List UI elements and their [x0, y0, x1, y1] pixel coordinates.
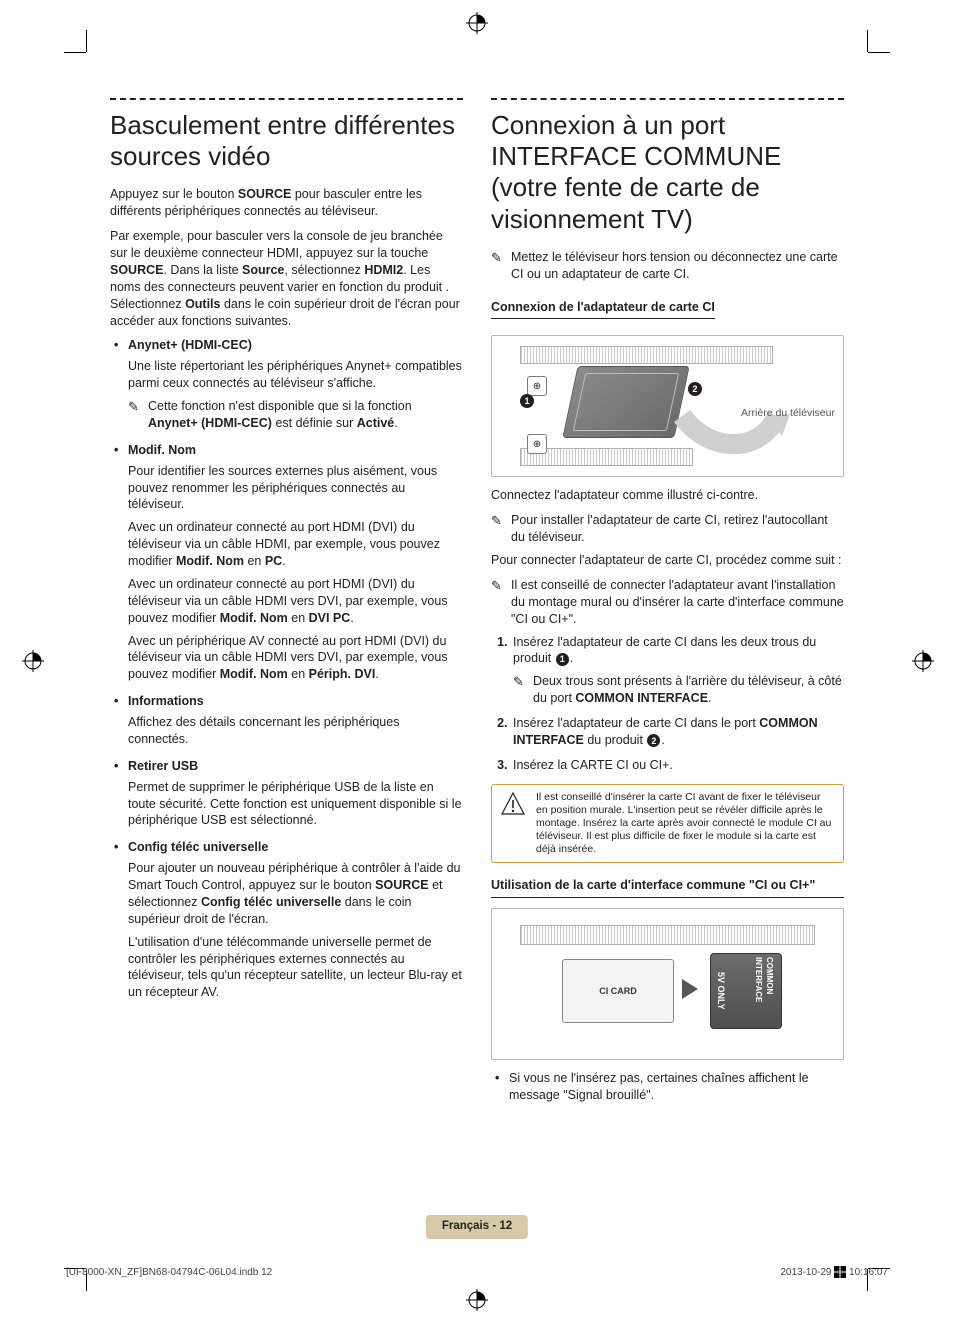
item-title: Retirer USB — [128, 758, 463, 775]
note: Cette fonction n'est disponible que si l… — [128, 398, 463, 432]
body-text: Avec un ordinateur connecté au port HDMI… — [128, 519, 463, 570]
list-item: Modif. Nom Pour identifier les sources e… — [110, 442, 463, 683]
list-item: Informations Affichez des détails concer… — [110, 693, 463, 748]
list-item: Si vous ne l'insérez pas, certaines chaî… — [491, 1070, 844, 1104]
body-text: Une liste répertoriant les périphériques… — [128, 358, 463, 392]
figure-ci-adapter: ⊕ ⊕ 1 2 Arrière du téléviseur — [491, 335, 844, 477]
slot-label-ci: COMMON INTERFACE — [760, 957, 774, 1023]
right-heading: Connexion à un port INTERFACE COMMUNE (v… — [491, 110, 844, 235]
colophon-right: 2013-10-29 10:16:07 — [780, 1266, 888, 1280]
left-heading: Basculement entre différentes sources vi… — [110, 110, 463, 172]
note: Deux trous sont présents à l'arrière du … — [513, 673, 844, 707]
right-column: Connexion à un port INTERFACE COMMUNE (v… — [491, 98, 844, 1114]
content-area: Basculement entre différentes sources vi… — [110, 98, 844, 1114]
body-text: Pour ajouter un nouveau périphérique à c… — [128, 860, 463, 928]
body-text: L'utilisation d'une télécommande univers… — [128, 934, 463, 1002]
body-text: Avec un ordinateur connecté au port HDMI… — [128, 576, 463, 627]
ci-card-graphic — [562, 366, 689, 438]
crop-mark — [64, 52, 86, 53]
note: Mettez le téléviseur hors tension ou déc… — [491, 249, 844, 283]
list-item: Insérez la CARTE CI ou CI+. — [511, 757, 844, 774]
page: Basculement entre différentes sources vi… — [0, 0, 954, 1321]
left-column: Basculement entre différentes sources vi… — [110, 98, 463, 1114]
figure-caption: Arrière du téléviseur — [741, 406, 835, 420]
list-item: Insérez l'adaptateur de carte CI dans le… — [511, 715, 844, 749]
warning-text: Il est conseillé d'insérer la carte CI a… — [536, 791, 835, 857]
clock-icon — [834, 1266, 846, 1278]
crop-mark — [867, 30, 868, 52]
colophon-left: [UF8000-XN_ZF]BN68-04794C-06L04.indb 12 — [66, 1266, 272, 1280]
ci-card-graphic: CI CARD — [562, 959, 674, 1023]
tv-panel-top — [520, 925, 815, 945]
registration-mark-left — [22, 650, 42, 670]
registration-mark-bottom — [466, 1289, 486, 1309]
body-text: Pour identifier les sources externes plu… — [128, 463, 463, 514]
note: Pour installer l'adaptateur de carte CI,… — [491, 512, 844, 546]
item-title: Anynet+ (HDMI-CEC) — [128, 337, 463, 354]
list-item: Retirer USB Permet de supprimer le périp… — [110, 758, 463, 830]
item-title: Config téléc universelle — [128, 839, 463, 856]
hole-icon: ⊕ — [527, 434, 547, 454]
callout-badge-1: 1 — [520, 394, 534, 408]
item-title: Informations — [128, 693, 463, 710]
list-item: Config téléc universelle Pour ajouter un… — [110, 839, 463, 1001]
note: Il est conseillé de connecter l'adaptate… — [491, 577, 844, 628]
hole-icon: ⊕ — [527, 376, 547, 396]
warning-icon — [500, 791, 526, 817]
body-text: Par exemple, pour basculer vers la conso… — [110, 228, 463, 329]
warning-box: Il est conseillé d'insérer la carte CI a… — [491, 784, 844, 864]
ordered-steps: Insérez l'adaptateur de carte CI dans le… — [491, 634, 844, 774]
dashed-rule — [491, 98, 844, 100]
body-text: Affichez des détails concernant les péri… — [128, 714, 463, 748]
body-text: Connectez l'adaptateur comme illustré ci… — [491, 487, 844, 504]
crop-mark — [868, 52, 890, 53]
dashed-rule — [110, 98, 463, 100]
callout-badge-2-inline: 2 — [647, 734, 660, 747]
list-item: Anynet+ (HDMI-CEC) Une liste répertorian… — [110, 337, 463, 431]
bullet-list: Anynet+ (HDMI-CEC) Une liste répertorian… — [110, 337, 463, 1001]
registration-mark-top — [466, 12, 486, 32]
subheading: Utilisation de la carte d'interface comm… — [491, 877, 844, 898]
callout-badge-1-inline: 1 — [556, 653, 569, 666]
registration-mark-right — [912, 650, 932, 670]
figure-ci-card-usage: CI CARD 5V ONLY COMMON INTERFACE — [491, 908, 844, 1060]
page-indicator: Français - 12 — [426, 1215, 528, 1239]
crop-mark — [86, 30, 87, 52]
list-item: Insérez l'adaptateur de carte CI dans le… — [511, 634, 844, 708]
subheading: Connexion de l'adaptateur de carte CI — [491, 299, 715, 320]
body-text: Avec un périphérique AV connecté au port… — [128, 633, 463, 684]
slot-label-5v: 5V ONLY — [714, 961, 728, 1021]
bullet-list: Si vous ne l'insérez pas, certaines chaî… — [491, 1070, 844, 1104]
arrow-right-icon — [682, 979, 698, 999]
item-title: Modif. Nom — [128, 442, 463, 459]
body-text: Appuyez sur le bouton SOURCE pour bascul… — [110, 186, 463, 220]
body-text: Pour connecter l'adaptateur de carte CI,… — [491, 552, 844, 569]
body-text: Permet de supprimer le périphérique USB … — [128, 779, 463, 830]
